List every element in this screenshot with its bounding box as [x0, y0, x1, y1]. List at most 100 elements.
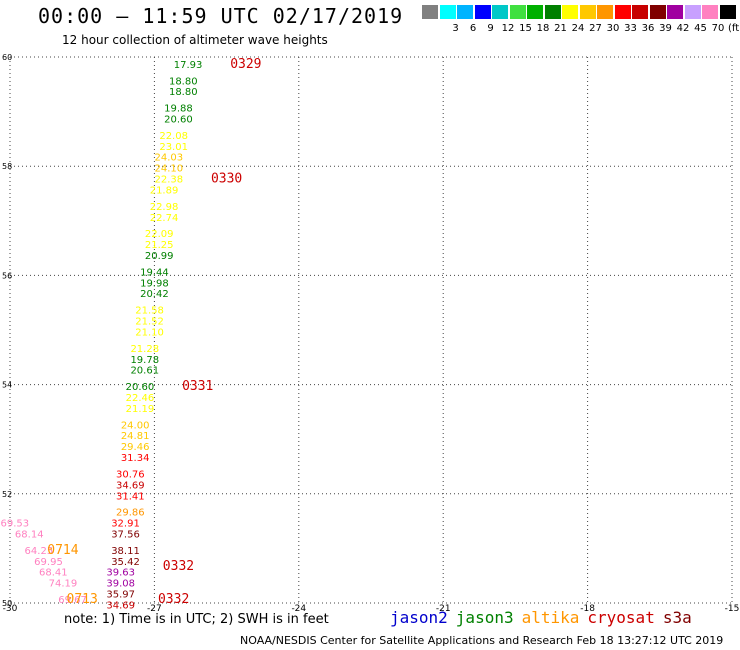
legend-entry: cryosat — [587, 608, 655, 627]
footer-note: note: 1) Time is in UTC; 2) SWH is in fe… — [64, 612, 329, 627]
scale-swatch — [597, 5, 613, 19]
x-tick-label: -15 — [725, 604, 740, 614]
wave-height-point: 35.42 — [111, 557, 140, 568]
wave-height-point: 68.14 — [15, 529, 44, 540]
scale-swatch — [719, 5, 736, 19]
wave-height-point: 39.08 — [106, 579, 135, 590]
wave-height-point: 21.19 — [126, 404, 155, 415]
wave-height-point: 22.09 — [145, 229, 174, 240]
x-tick-label: -21 — [436, 604, 451, 614]
wave-height-point: 30.76 — [116, 469, 145, 480]
wave-height-point: 20.42 — [140, 289, 169, 300]
wave-height-point: 18.80 — [169, 76, 198, 87]
wave-height-point: 20.60 — [126, 382, 155, 393]
wave-height-point: 23.01 — [159, 142, 188, 153]
satellite-legend: jason2 jason3 altika cryosat s3a — [390, 608, 700, 627]
scale-label: 18 — [536, 23, 550, 34]
legend-entry: altika — [521, 608, 580, 627]
wave-height-point: 21.10 — [135, 327, 164, 338]
scale-label: 45 — [694, 23, 707, 34]
wave-height-point: 17.93 — [174, 60, 203, 71]
wave-height-point: 21.25 — [145, 240, 174, 251]
scale-swatch — [632, 5, 648, 19]
chart-subtitle: 12 hour collection of altimeter wave hei… — [62, 33, 328, 47]
wave-height-point: 19.98 — [140, 278, 169, 289]
scale-swatch — [439, 5, 456, 19]
scale-swatch — [684, 5, 701, 19]
x-tick-label: -30 — [3, 604, 18, 614]
y-tick-label: 54 — [2, 381, 12, 390]
wave-height-point: 39.63 — [106, 568, 135, 579]
wave-height-point: 19.78 — [130, 355, 159, 366]
scale-label: (ft) — [727, 23, 740, 34]
scale-swatch — [509, 5, 526, 19]
y-tick-label: 60 — [2, 53, 12, 62]
scale-swatch — [457, 5, 473, 19]
wave-height-point: 22.08 — [159, 131, 188, 142]
scale-label: 24 — [571, 23, 585, 34]
y-tick-label: 56 — [2, 271, 12, 280]
scale-label: 12 — [501, 23, 515, 34]
scale-swatch — [422, 5, 438, 19]
y-tick-label: 58 — [2, 162, 12, 171]
wave-height-point: 24.03 — [155, 153, 184, 164]
footer-credit: NOAA/NESDIS Center for Satellite Applica… — [240, 634, 724, 647]
scale-swatch — [579, 5, 596, 19]
pass-time-label: 0332 — [158, 592, 189, 607]
wave-height-point: 69.53 — [0, 519, 29, 530]
y-tick-label: 52 — [2, 490, 12, 499]
wave-height-point: 37.56 — [111, 529, 140, 540]
wave-height-point: 19.44 — [140, 267, 169, 278]
y-tick-label: 50 — [2, 599, 12, 608]
wave-height-point: 74.19 — [49, 579, 78, 590]
wave-height-point: 24.81 — [121, 431, 150, 442]
wave-height-point: 29.86 — [116, 508, 145, 519]
wave-height-point: 20.61 — [130, 366, 159, 377]
pass-time-label: 0713 — [67, 592, 98, 607]
scale-label: 36 — [641, 23, 655, 34]
legend-entry: s3a — [662, 608, 692, 627]
wave-height-point: 69.67 — [58, 595, 87, 606]
chart-title: 00:00 – 11:59 UTC 02/17/2019 — [38, 4, 404, 28]
wave-height-point: 69.95 — [34, 557, 63, 568]
scale-label: 9 — [487, 23, 494, 34]
wave-height-point: 20.60 — [164, 115, 193, 126]
wave-height-point: 21.52 — [135, 317, 164, 328]
wave-height-point: 22.98 — [150, 202, 179, 213]
pass-time-label: 0331 — [182, 379, 213, 394]
wave-height-point: 24.10 — [155, 164, 184, 175]
wave-height-point: 31.41 — [116, 491, 145, 502]
scale-label: 27 — [589, 23, 602, 34]
legend-entry: jason3 — [455, 608, 514, 627]
wave-height-point: 38.11 — [111, 546, 140, 557]
wave-height-point: 21.28 — [130, 344, 159, 355]
wave-height-point: 24.00 — [121, 420, 150, 431]
scale-label: 33 — [624, 23, 637, 34]
wave-height-point: 29.46 — [121, 442, 150, 453]
pass-time-label: 0332 — [163, 559, 194, 574]
scale-swatch — [614, 5, 631, 19]
scale-label: 42 — [676, 23, 690, 34]
wave-height-point: 19.88 — [164, 104, 193, 115]
scale-label: 70 — [711, 23, 725, 34]
scale-label: 21 — [554, 23, 567, 34]
legend-entry: jason2 — [390, 608, 448, 627]
scale-swatch — [562, 5, 578, 19]
wave-height-point: 34.69 — [106, 600, 135, 611]
scale-label: 30 — [606, 23, 620, 34]
scale-label: 15 — [519, 23, 532, 34]
wave-height-point: 20.99 — [145, 251, 174, 262]
x-tick-label: -18 — [580, 604, 595, 614]
wave-height-point: 64.25 — [25, 546, 54, 557]
scale-swatch — [527, 5, 543, 19]
scale-label: 3 — [452, 23, 459, 34]
x-tick-label: -27 — [147, 604, 162, 614]
pass-time-label: 0329 — [230, 57, 261, 72]
scale-swatch — [474, 5, 491, 19]
wave-height-point: 18.80 — [169, 87, 198, 98]
scale-swatch — [667, 5, 683, 19]
wave-height-point: 31.34 — [121, 453, 150, 464]
scale-label: 6 — [469, 23, 477, 34]
wave-height-point: 22.46 — [126, 393, 155, 404]
